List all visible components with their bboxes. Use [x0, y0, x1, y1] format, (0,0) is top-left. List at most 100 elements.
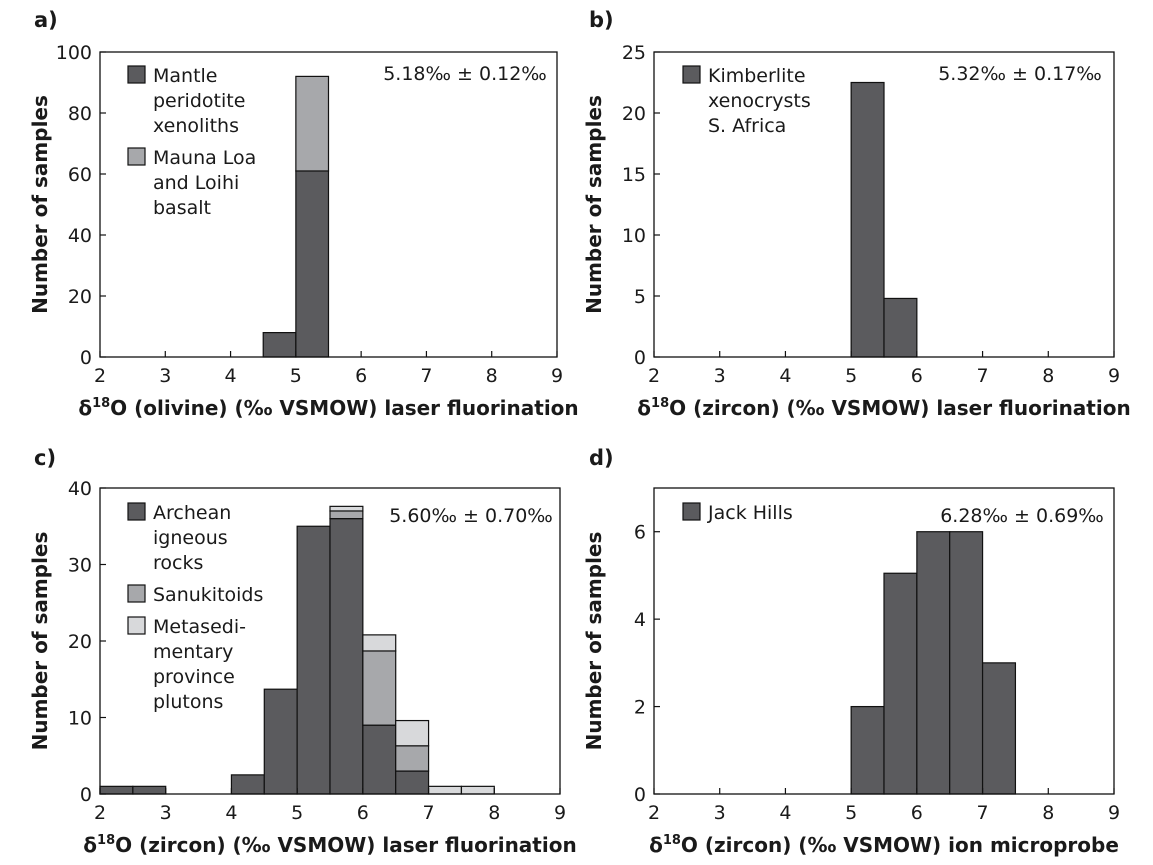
bar-c-0-5: [329, 517, 364, 795]
x-axis-label: δ18O (zircon) (‰ VSMOW) ion microprobe: [649, 833, 1119, 857]
bar-d-0-2: [916, 531, 951, 795]
x-tick-label: 3: [160, 802, 172, 824]
legend-label: Mantle: [153, 65, 218, 87]
legend-label: and Loihi: [153, 172, 239, 194]
annotation-mean-sd: 6.28‰ ± 0.69‰: [940, 505, 1104, 527]
x-axis-label-text: O (zircon) (‰ VSMOW) laser fluorination: [115, 833, 577, 857]
legend-label: Jack Hills: [707, 502, 793, 524]
y-tick-label: 10: [622, 225, 646, 247]
bar-d-0-1: [883, 572, 918, 795]
plot-frame: [653, 487, 1115, 795]
bar-d-0-4: [981, 662, 1017, 795]
x-tick-label: 9: [1108, 365, 1120, 387]
bar-c-0-1: [132, 785, 167, 795]
x-tick-label: 5: [290, 365, 302, 387]
panel-label: d): [589, 446, 614, 470]
x-axis-label-superscript: 18: [97, 833, 115, 848]
x-tick-label: 7: [977, 365, 989, 387]
y-axis-label: Number of samples: [582, 95, 606, 314]
bar-c-0-3: [263, 688, 298, 795]
legend-swatch: [682, 502, 701, 521]
annotation-mean-sd: 5.18‰ ± 0.12‰: [383, 63, 547, 85]
x-tick-label: 6: [911, 365, 923, 387]
x-tick-label: 4: [225, 802, 237, 824]
y-tick-label: 20: [68, 631, 92, 653]
plot-frame: [653, 51, 1115, 358]
bar-c-2-8: [427, 785, 463, 795]
bar-c-1-7: [395, 745, 430, 772]
legend-label: plutons: [153, 691, 223, 713]
y-tick-label: 2: [634, 697, 646, 719]
legend-label: province: [153, 666, 235, 688]
x-tick-label: 8: [486, 365, 498, 387]
bar-c-1-6: [362, 650, 397, 726]
x-tick-label: 6: [357, 802, 369, 824]
x-tick-label: 3: [714, 365, 726, 387]
x-axis-label-delta: δ: [78, 396, 92, 420]
legend-label: Archean: [153, 502, 231, 524]
x-tick-label: 3: [159, 365, 171, 387]
legend-swatch: [682, 65, 701, 84]
x-axis-label-superscript: 18: [651, 396, 669, 411]
x-tick-label: 9: [1108, 802, 1120, 824]
x-tick-label: 2: [648, 365, 660, 387]
x-tick-label: 7: [420, 365, 432, 387]
y-tick-label: 10: [68, 708, 92, 730]
bar-c-0-4: [296, 525, 331, 795]
annotation-mean-sd: 5.32‰ ± 0.17‰: [938, 63, 1102, 85]
x-tick-label: 5: [291, 802, 303, 824]
x-tick-label: 2: [648, 802, 660, 824]
legend-swatch: [127, 147, 146, 166]
y-tick-label: 60: [68, 164, 92, 186]
y-tick-label: 40: [68, 225, 92, 247]
panel-label: b): [589, 8, 614, 32]
x-axis-label-delta: δ: [83, 833, 97, 857]
y-tick-label: 25: [622, 42, 646, 64]
bar-c-0-6: [362, 724, 397, 795]
y-tick-label: 30: [68, 555, 92, 577]
x-tick-label: 8: [1042, 802, 1054, 824]
y-axis-label: Number of samples: [582, 532, 606, 751]
x-axis-label-text: O (zircon) (‰ VSMOW) laser fluorination: [669, 396, 1131, 420]
bar-c-2-6: [362, 634, 397, 652]
y-axis-label: Number of samples: [28, 95, 52, 314]
legend-label: xenoliths: [153, 115, 239, 137]
legend-label: Kimberlite: [708, 65, 806, 87]
y-tick-label: 4: [634, 609, 646, 631]
x-tick-label: 9: [554, 802, 566, 824]
x-axis-label-delta: δ: [649, 833, 663, 857]
x-axis-label: δ18O (zircon) (‰ VSMOW) laser fluorinati…: [83, 833, 576, 857]
panel-label: a): [34, 8, 58, 32]
legend-swatch: [127, 584, 146, 603]
x-axis-label: δ18O (zircon) (‰ VSMOW) laser fluorinati…: [637, 396, 1130, 420]
x-tick-label: 8: [488, 802, 500, 824]
bar-d-0-3: [949, 531, 984, 795]
x-tick-label: 5: [845, 365, 857, 387]
bar-c-2-9: [460, 785, 495, 795]
bar-c-0-7: [395, 770, 430, 795]
x-tick-label: 4: [779, 365, 791, 387]
y-tick-label: 80: [68, 103, 92, 125]
bar-c-2-5: [329, 505, 364, 512]
bar-a-0-0: [262, 332, 297, 358]
x-axis-label-text: O (zircon) (‰ VSMOW) ion microprobe: [681, 833, 1119, 857]
legend-label: igneous: [153, 527, 228, 549]
y-tick-label: 0: [80, 784, 92, 806]
x-tick-label: 4: [225, 365, 237, 387]
x-tick-label: 5: [845, 802, 857, 824]
legend-label: Metasedi-: [153, 616, 246, 638]
chart-panel-a: 2 3 4 5 6 7 8 9 0 20 40 60 80 100 Number of samples δ18…: [28, 8, 579, 420]
legend-label: S. Africa: [708, 115, 786, 137]
x-tick-label: 3: [714, 802, 726, 824]
x-axis-label: δ18O (olivine) (‰ VSMOW) laser fluorinat…: [78, 396, 578, 420]
legend-label: Sanukitoids: [153, 584, 263, 606]
x-tick-label: 9: [551, 365, 563, 387]
bar-c-2-7: [395, 719, 430, 747]
legend-label: Mauna Loa: [153, 147, 256, 169]
annotation-mean-sd: 5.60‰ ± 0.70‰: [389, 505, 553, 527]
x-axis-label-superscript: 18: [663, 833, 681, 848]
legend-label: peridotite: [153, 90, 245, 112]
legend-label: basalt: [153, 197, 211, 219]
